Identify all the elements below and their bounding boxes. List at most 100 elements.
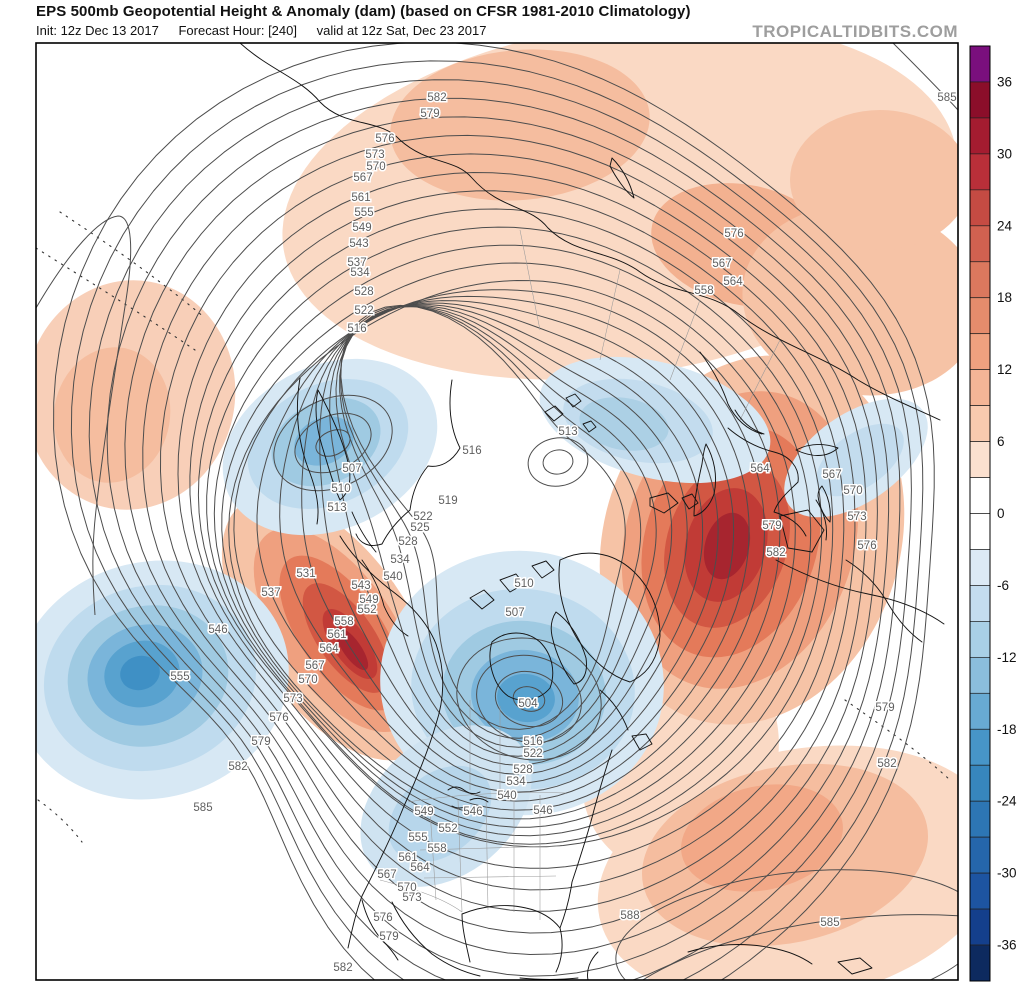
contour-label: 582 — [877, 758, 896, 770]
contour-label: 567 — [377, 869, 396, 881]
height-contour — [189, 190, 845, 869]
contour-label: 564 — [319, 643, 339, 655]
init-time: Init: 12z Dec 13 2017 — [36, 23, 159, 38]
colorbar-tick-label: -24 — [997, 794, 1017, 809]
contour-label: 564 — [723, 276, 743, 288]
colorbar-segment — [969, 153, 991, 191]
contour-label: 516 — [462, 445, 481, 457]
contour-label: 540 — [383, 571, 402, 583]
height-contour — [339, 306, 657, 748]
height-contour — [106, 97, 901, 977]
valid-time: valid at 12z Sat, Dec 23 2017 — [316, 23, 487, 38]
contour-label: 558 — [427, 843, 446, 855]
contour-label: 510 — [514, 578, 533, 590]
contour-label: 534 — [506, 776, 526, 788]
height-contour — [197, 208, 834, 848]
contour-label: 522 — [354, 305, 373, 317]
height-contour — [233, 289, 765, 811]
contour-label: 561 — [398, 852, 417, 864]
site-watermark: TROPICALTIDBITS.COM — [752, 22, 958, 41]
height-contour — [256, 295, 750, 802]
colorbar-tick-label: -36 — [997, 938, 1017, 953]
contour-label: 585 — [193, 802, 212, 814]
height-contour — [279, 300, 735, 793]
contour-label: 564 — [410, 862, 430, 874]
contour-label: 582 — [228, 761, 247, 773]
contour-label: 516 — [523, 736, 542, 748]
colorbar-segment — [969, 944, 991, 982]
colorbar-segment — [969, 333, 991, 371]
contour-label: 543 — [351, 580, 370, 592]
height-contour — [301, 302, 719, 784]
contour-label: 567 — [822, 469, 841, 481]
contour-label: 573 — [283, 693, 302, 705]
contour-label: 576 — [373, 912, 392, 924]
colorbar-segment — [969, 261, 991, 299]
contour-labels: 5825795765735705675615555495435375345285… — [169, 91, 958, 976]
colorbar-segment — [969, 585, 991, 622]
colorbar-segment — [969, 513, 991, 550]
contour-label: 585 — [937, 92, 956, 104]
contour-label: 579 — [420, 108, 439, 120]
colorbar-segment — [969, 656, 991, 694]
anomaly-blob — [497, 673, 555, 723]
contour-label: 537 — [261, 587, 280, 599]
forecast-hour: Forecast Hour: [240] — [178, 23, 297, 38]
contour-label: 582 — [427, 92, 446, 104]
height-contour — [160, 153, 867, 912]
contour-label: 519 — [438, 495, 457, 507]
contour-label: 561 — [351, 192, 370, 204]
contour-label: 534 — [390, 554, 410, 566]
contour-label: 579 — [762, 520, 781, 532]
contour-label: 528 — [513, 764, 532, 776]
height-contour — [206, 226, 823, 845]
contour-label: 585 — [820, 917, 839, 929]
contour-label: 579 — [379, 931, 398, 943]
height-contour — [142, 134, 878, 934]
contour-label: 570 — [397, 882, 416, 894]
colorbar-tick-label: 6 — [997, 434, 1005, 449]
contour-label: 555 — [170, 671, 189, 683]
contour-label: 543 — [349, 238, 368, 250]
contour-label: 531 — [296, 568, 315, 580]
contour-label: 573 — [847, 511, 866, 523]
anomaly-colorbar: 36 30 24 18 12 6 0 -6 -12 -18 -24 -30 -36 — [969, 45, 1017, 982]
contour-label: 513 — [327, 502, 346, 514]
height-contour — [228, 280, 781, 820]
contour-label: 510 — [331, 483, 350, 495]
colorbar-tick-label: -12 — [997, 650, 1017, 665]
contour-label: 588 — [620, 910, 639, 922]
contour-label: 570 — [298, 674, 317, 686]
anomaly-blob — [390, 49, 650, 201]
colorbar-segment — [969, 441, 991, 478]
height-contour — [339, 305, 642, 739]
contour-label: 549 — [352, 222, 371, 234]
contour-label: 513 — [558, 426, 577, 438]
colorbar-segment — [969, 908, 991, 946]
height-contour — [329, 305, 688, 766]
contour-label: 579 — [251, 736, 270, 748]
contour-label: 516 — [347, 323, 366, 335]
contour-label: 558 — [334, 616, 353, 628]
height-contour — [177, 172, 856, 891]
closed-contour — [273, 394, 393, 492]
colorbar-tick-label: -30 — [997, 866, 1017, 881]
contour-label: 546 — [463, 806, 482, 818]
contour-label: 576 — [269, 712, 288, 724]
contour-label: 504 — [518, 698, 538, 710]
colorbar-segment — [969, 189, 991, 227]
closed-contour — [512, 686, 546, 712]
colorbar-tick-label: -18 — [997, 722, 1017, 737]
anomaly-blob — [120, 655, 160, 691]
height-contour — [319, 304, 704, 775]
colorbar-segment — [969, 549, 991, 586]
colorbar-segment — [969, 405, 991, 442]
contour-label: 576 — [375, 133, 394, 145]
country-borders — [379, 229, 781, 920]
closed-contour — [456, 637, 602, 761]
contour-label: 552 — [438, 823, 457, 835]
contour-label: 549 — [414, 806, 433, 818]
